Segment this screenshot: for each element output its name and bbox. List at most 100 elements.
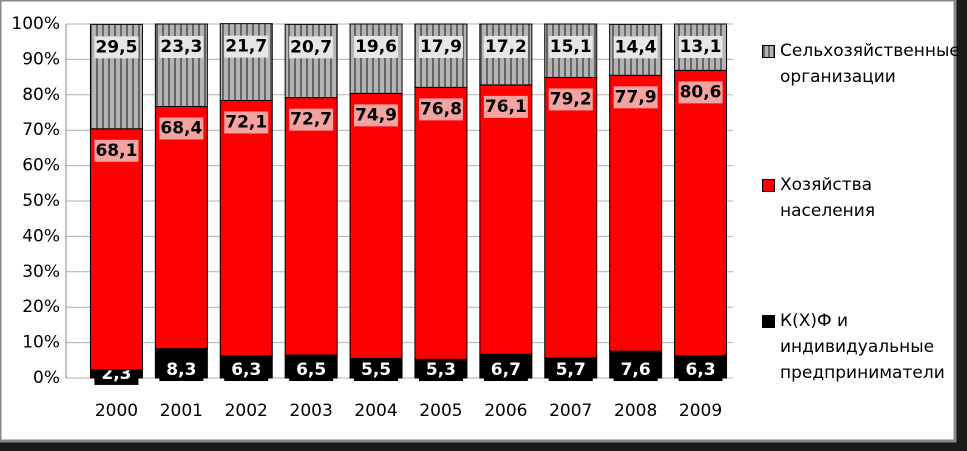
value-label: 5,5 — [361, 360, 391, 380]
value-label: 79,2 — [550, 89, 592, 109]
bar-segment — [154, 105, 208, 350]
value-label: 6,3 — [685, 360, 715, 380]
value-label-bg — [678, 81, 723, 104]
value-label-bg — [289, 36, 334, 59]
bar-segment — [284, 23, 338, 99]
value-label: 15,1 — [550, 37, 592, 57]
legend-entry: К(Х)Ф и индивидуальные предприниматели — [762, 308, 957, 386]
value-label-bg — [483, 95, 528, 118]
bar-segment — [219, 23, 273, 101]
value-label-bg — [678, 36, 723, 58]
y-tick-label: 90% — [22, 49, 60, 69]
value-label: 76,8 — [420, 99, 462, 119]
value-label: 23,3 — [160, 37, 202, 57]
value-label-bg — [224, 111, 269, 134]
y-tick-label: 50% — [22, 191, 60, 211]
value-label: 29,5 — [95, 37, 137, 57]
value-label: 17,9 — [420, 37, 462, 57]
value-label: 72,7 — [290, 110, 332, 130]
value-label-bg — [94, 36, 139, 59]
value-label-bg — [354, 359, 399, 381]
value-label: 13,1 — [680, 37, 722, 57]
value-label-bg — [289, 359, 334, 381]
legend-swatch — [762, 45, 775, 58]
y-tick-label: 100% — [11, 14, 60, 34]
x-tick-label: 2006 — [484, 401, 527, 421]
y-tick-label: 30% — [22, 262, 60, 282]
value-label: 21,7 — [225, 37, 267, 57]
value-label-bg — [548, 359, 593, 381]
value-label: 7,6 — [621, 360, 651, 380]
value-label: 6,3 — [231, 360, 261, 380]
value-label-bg — [289, 108, 334, 131]
value-label-bg — [224, 359, 269, 381]
legend-entry: Хозяйства населения — [762, 172, 957, 224]
y-tick-label: 70% — [22, 120, 60, 140]
bar-segment — [349, 92, 403, 360]
value-label: 77,9 — [615, 87, 657, 107]
value-label-bg — [613, 359, 658, 381]
value-label: 68,1 — [95, 141, 137, 161]
value-label-bg — [483, 359, 528, 381]
bar-segment — [609, 74, 663, 352]
bar-segment — [674, 69, 728, 357]
value-label: 5,3 — [426, 360, 456, 380]
bar-segment — [544, 76, 598, 359]
value-label: 6,5 — [296, 360, 326, 380]
y-tick-label: 60% — [22, 156, 60, 176]
value-label: 5,7 — [556, 360, 586, 380]
value-label: 19,6 — [355, 37, 397, 57]
legend-swatch — [762, 315, 775, 328]
bar-segment — [349, 23, 403, 94]
y-tick-label: 40% — [22, 226, 60, 246]
value-label-bg — [548, 36, 593, 58]
value-label-bg — [483, 36, 528, 58]
x-tick-label: 2005 — [419, 401, 462, 421]
bar-segment — [479, 84, 533, 355]
y-tick-label: 0% — [33, 368, 60, 388]
legend-label: Сельхозяйственные организации — [780, 41, 960, 87]
x-tick-label: 2001 — [160, 401, 203, 421]
value-label: 76,1 — [485, 97, 527, 117]
x-tick-label: 2000 — [95, 401, 138, 421]
legend-swatch — [762, 179, 775, 192]
value-label-bg — [159, 36, 204, 58]
bar-segment — [219, 99, 273, 357]
value-label: 20,7 — [290, 37, 332, 57]
x-tick-label: 2002 — [225, 401, 268, 421]
legend-label: К(Х)Ф и индивидуальные предприниматели — [780, 311, 945, 383]
value-label: 17,2 — [485, 37, 527, 57]
y-tick-label: 80% — [22, 85, 60, 105]
value-label-bg — [613, 36, 658, 59]
value-label: 14,4 — [615, 37, 657, 57]
value-label: 6,7 — [491, 360, 521, 380]
value-label-bg — [159, 117, 204, 140]
value-label-bg — [548, 88, 593, 111]
value-label-bg — [613, 86, 658, 109]
value-label-bg — [159, 359, 204, 381]
value-label-bg — [418, 98, 463, 121]
x-tick-label: 2007 — [549, 401, 592, 421]
value-label-bg — [354, 104, 399, 127]
x-tick-label: 2004 — [354, 401, 397, 421]
x-tick-label: 2009 — [679, 401, 722, 421]
x-tick-label: 2008 — [614, 401, 657, 421]
y-tick-label: 10% — [22, 333, 60, 353]
bar-segment — [89, 128, 143, 371]
x-tick-label: 2003 — [290, 401, 333, 421]
value-label: 72,1 — [225, 112, 267, 132]
legend-label: Хозяйства населения — [780, 175, 876, 221]
bar-segment — [284, 97, 338, 356]
value-label: 68,4 — [160, 118, 202, 138]
legend-entry: Сельхозяйственные организации — [762, 38, 960, 90]
value-label-bg — [678, 359, 723, 381]
value-label: 80,6 — [680, 82, 722, 102]
bar-segment — [414, 86, 468, 360]
value-label: 8,3 — [166, 360, 196, 380]
y-tick-label: 20% — [22, 297, 60, 317]
value-label: 74,9 — [355, 105, 397, 125]
value-label-bg — [94, 139, 139, 162]
value-label-bg — [418, 359, 463, 381]
